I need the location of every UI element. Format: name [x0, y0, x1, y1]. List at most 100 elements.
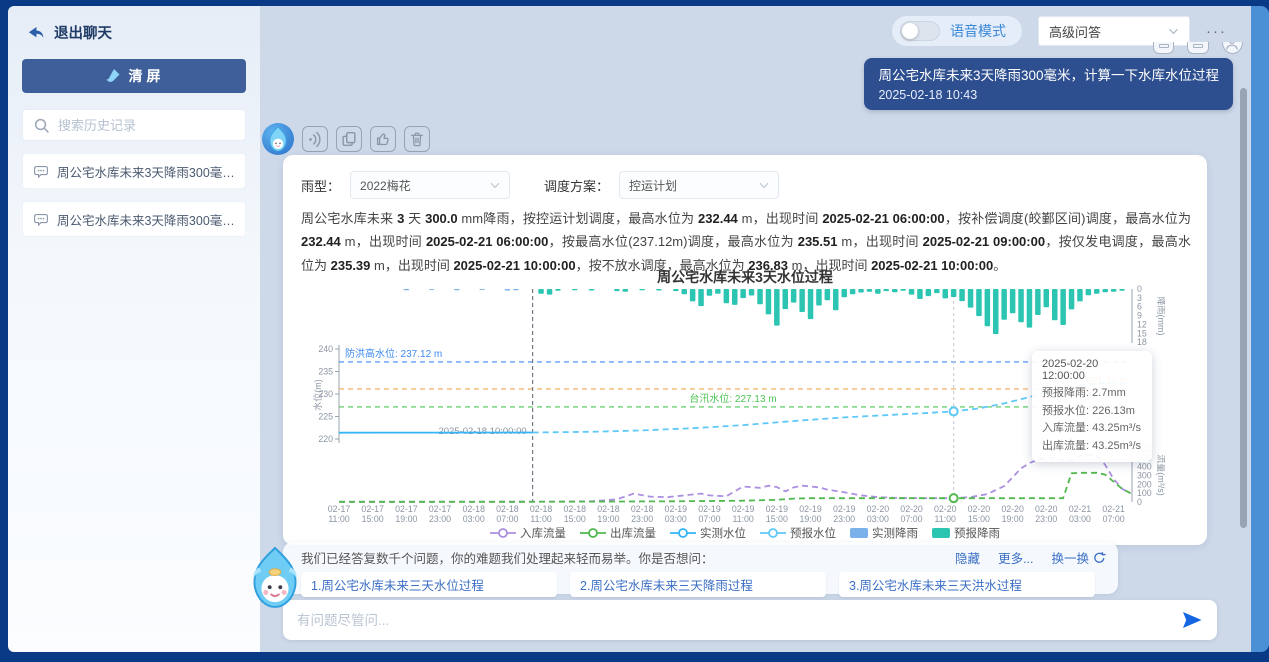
svg-text:11:00: 11:00 — [530, 514, 551, 524]
suggestion-links: 隐藏 更多... 换一换 — [955, 548, 1106, 567]
svg-text:03:00: 03:00 — [463, 514, 485, 524]
assistant-toolbar — [262, 123, 430, 155]
chat-bubble-icon — [34, 214, 48, 227]
suggestion-header: 我们已经答复数千个问题，你的难题我们处理起来轻而易举。你是否想问： — [301, 552, 714, 566]
svg-text:02-19: 02-19 — [665, 504, 688, 514]
svg-text:防洪高水位: 237.12 m: 防洪高水位: 237.12 m — [345, 347, 442, 360]
svg-text:02-17: 02-17 — [395, 504, 418, 514]
history-search — [22, 109, 246, 141]
answer-card: 雨型： 2022梅花 调度方案： 控运计划 周公宅水库未来 3 天 300.0 … — [283, 155, 1207, 545]
brush-icon — [105, 69, 119, 82]
history-item-1[interactable]: 周公宅水库未来3天降雨300毫米，... — [22, 153, 246, 189]
send-icon — [1183, 612, 1202, 628]
more-menu-button[interactable]: ··· — [1206, 22, 1227, 40]
copy-button[interactable] — [336, 126, 362, 152]
suggestion-items: 1.周公宅水库未来三天水位过程 2.周公宅水库未来三天降雨过程 3.周公宅水库未… — [301, 572, 1106, 597]
legend-item-inflow[interactable]: 入库流量 — [490, 525, 566, 541]
legend-item-outflow[interactable]: 出库流量 — [580, 525, 656, 541]
legend-item-forecast_level[interactable]: 预报水位 — [760, 525, 836, 541]
delete-button[interactable] — [404, 126, 430, 152]
svg-text:15:00: 15:00 — [766, 514, 788, 524]
window-right-strip — [1251, 6, 1269, 652]
svg-text:11:00: 11:00 — [935, 514, 956, 524]
svg-text:9: 9 — [1137, 311, 1142, 321]
water-level-chart[interactable]: 2402352302252200369121518600500400300200… — [313, 283, 1165, 527]
svg-text:11:00: 11:00 — [328, 514, 349, 524]
chat-main-area: 语音模式 高级问答 ··· 周公宅水库未来3天降雨300毫米，计算一下水库水位过… — [260, 6, 1251, 652]
suggestion-2[interactable]: 2.周公宅水库未来三天降雨过程 — [570, 572, 826, 597]
tooltip-time: 2025-02-20 12:00:00 — [1042, 358, 1099, 382]
chart-title: 周公宅水库未来3天水位过程 — [657, 269, 833, 285]
icon-glyph — [1192, 44, 1203, 48]
clear-screen-button[interactable]: 清屏 — [22, 59, 246, 93]
search-icon — [34, 118, 49, 133]
svg-text:02-20: 02-20 — [934, 504, 957, 514]
user-message-time: 2025-02-18 10:43 — [878, 88, 978, 103]
history-item-2[interactable]: 周公宅水库未来3天降雨300毫米，... — [22, 201, 246, 237]
chat-scrollbar[interactable] — [1240, 88, 1247, 528]
chart-tooltip: 2025-02-20 12:00:00 预报降雨: 2.7mm 预报水位: 226… — [1032, 351, 1152, 463]
chart-controls: 雨型： 2022梅花 调度方案： 控运计划 — [301, 171, 780, 199]
mascot-icon — [269, 126, 287, 152]
window-icon[interactable] — [1153, 42, 1175, 54]
suggestion-label: 3.周公宅水库未来三天洪水过程 — [849, 579, 1022, 593]
svg-text:02-21: 02-21 — [1069, 504, 1092, 514]
svg-text:15:00: 15:00 — [564, 514, 586, 524]
plan-select[interactable]: 控运计划 — [619, 171, 780, 199]
svg-text:02-20: 02-20 — [1035, 504, 1058, 514]
svg-text:03:00: 03:00 — [1069, 514, 1091, 524]
svg-text:15: 15 — [1137, 328, 1147, 338]
tooltip-rows: 预报降雨: 2.7mm 预报水位: 226.13m 入库流量: 43.25m³/s 出… — [1042, 387, 1142, 452]
more-link[interactable]: 更多... — [998, 552, 1034, 566]
svg-text:100: 100 — [1137, 488, 1152, 498]
mascot-icon — [253, 546, 297, 608]
suggestion-3[interactable]: 3.周公宅水库未来三天洪水过程 — [839, 572, 1095, 597]
suggestion-panel: 我们已经答复数千个问题，你的难题我们处理起来轻而易举。你是否想问： 隐藏 更多.… — [283, 542, 1118, 597]
legend-item-observed_level[interactable]: 实测水位 — [670, 525, 746, 541]
plan-value: 控运计划 — [629, 178, 678, 193]
trash-icon — [410, 132, 424, 147]
svg-text:6: 6 — [1137, 302, 1142, 312]
svg-text:水位(m): 水位(m) — [313, 379, 323, 411]
suggestion-1[interactable]: 1.周公宅水库未来三天水位过程 — [301, 572, 557, 597]
svg-text:15:00: 15:00 — [968, 514, 990, 524]
svg-text:降雨(mm): 降雨(mm) — [1156, 297, 1165, 336]
history-item-label: 周公宅水库未来3天降雨300毫米，... — [56, 213, 235, 228]
legend-item-observed_rain[interactable]: 实测降雨 — [850, 525, 918, 541]
svg-text:235: 235 — [318, 367, 333, 377]
chat-bubble-icon — [34, 166, 48, 179]
chevron-down-icon — [490, 182, 500, 188]
rain-type-value: 2022梅花 — [360, 178, 411, 193]
rain-type-select[interactable]: 2022梅花 — [350, 171, 511, 199]
svg-text:400: 400 — [1137, 462, 1152, 472]
user-avatar-icon[interactable] — [1221, 42, 1243, 54]
back-arrow-icon — [28, 27, 44, 38]
send-button[interactable] — [1181, 610, 1203, 630]
svg-text:230: 230 — [318, 389, 333, 399]
keyboard-icon[interactable] — [1187, 42, 1209, 54]
svg-text:02-18: 02-18 — [530, 504, 553, 514]
qa-mode-select[interactable]: 高级问答 — [1038, 16, 1190, 46]
read-aloud-button[interactable] — [302, 126, 328, 152]
search-input[interactable] — [58, 117, 235, 133]
hide-link[interactable]: 隐藏 — [955, 552, 981, 566]
svg-text:220: 220 — [318, 434, 333, 444]
svg-text:02-20: 02-20 — [968, 504, 991, 514]
exit-chat-button[interactable]: 退出聊天 — [8, 6, 260, 53]
rain-type-label: 雨型： — [301, 178, 341, 194]
swap-link[interactable]: 换一换 — [1051, 548, 1106, 567]
voice-mode-label: 语音模式 — [950, 23, 1006, 39]
question-input-bar — [283, 600, 1217, 640]
question-input[interactable] — [297, 612, 1181, 628]
voice-mode-toggle[interactable] — [900, 21, 940, 41]
chevron-down-icon — [759, 182, 769, 188]
svg-text:23:00: 23:00 — [631, 514, 653, 524]
like-button[interactable] — [370, 126, 396, 152]
svg-text:02-17: 02-17 — [361, 504, 384, 514]
svg-text:18: 18 — [1137, 337, 1147, 347]
legend-item-forecast_rain[interactable]: 预报降雨 — [932, 525, 1000, 541]
svg-text:02-18: 02-18 — [462, 504, 485, 514]
svg-text:300: 300 — [1137, 471, 1152, 481]
svg-text:23:00: 23:00 — [833, 514, 855, 524]
